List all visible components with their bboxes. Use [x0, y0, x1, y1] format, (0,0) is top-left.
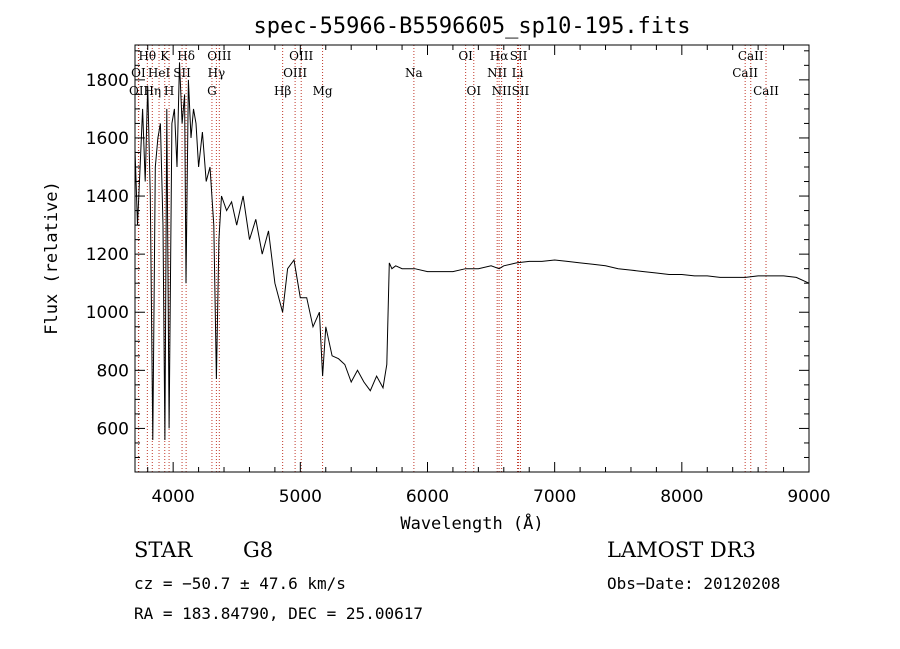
line-label: OIII — [289, 49, 313, 63]
line-label: H — [164, 84, 174, 98]
line-label: OII — [129, 84, 149, 98]
redshift-cz: cz = −50.7 ± 47.6 km/s — [134, 574, 346, 593]
x-tick-label: 8000 — [660, 487, 703, 507]
x-tick-label: 9000 — [787, 487, 830, 507]
line-label: Hα — [490, 49, 509, 63]
x-tick-label: 7000 — [533, 487, 576, 507]
line-label: SII — [173, 66, 191, 80]
line-label: SII — [510, 49, 528, 63]
line-label: HeI — [148, 66, 171, 80]
line-label: Hβ — [274, 84, 291, 98]
y-axis-ticks: 600 800 1000 1200 1400 1600 1800 — [86, 50, 809, 458]
line-label: Hδ — [177, 49, 195, 63]
line-label: OIII — [283, 66, 307, 80]
plot-frame — [134, 44, 810, 473]
y-tick-label: 1800 — [86, 71, 129, 91]
y-tick-label: 600 — [97, 419, 129, 439]
line-label: Hθ — [138, 49, 156, 63]
line-label: Hη — [143, 84, 161, 98]
y-tick-label: 1400 — [86, 187, 129, 207]
line-label: K — [160, 49, 170, 63]
spectrum-line — [134, 62, 810, 441]
line-label: SII — [512, 84, 530, 98]
observation-date: Obs−Date: 20120208 — [607, 574, 781, 593]
line-label: Mg — [313, 84, 333, 98]
line-label: OIII — [207, 49, 231, 63]
x-tick-label: 4000 — [152, 487, 195, 507]
x-tick-label: 5000 — [279, 487, 322, 507]
line-label: CaII — [732, 66, 758, 80]
line-label: CaII — [738, 49, 764, 63]
line-label: Hγ — [208, 66, 226, 80]
x-tick-label: 6000 — [406, 487, 449, 507]
object-subclass: G8 — [243, 538, 274, 562]
y-tick-label: 1600 — [86, 129, 129, 149]
line-label: Li — [512, 66, 524, 80]
line-label: Na — [405, 66, 423, 80]
line-label: OI — [458, 49, 473, 63]
y-axis-label: Flux (relative) — [42, 181, 62, 335]
x-axis-ticks: 4000 5000 6000 7000 8000 9000 — [147, 45, 831, 507]
y-tick-label: 1000 — [86, 303, 129, 323]
y-tick-label: 1200 — [86, 245, 129, 265]
line-label: G — [207, 84, 217, 98]
chart-title: spec-55966-B5596605_sp10-195.fits — [253, 14, 690, 39]
y-tick-label: 800 — [97, 361, 129, 381]
object-class: STAR — [134, 538, 193, 562]
line-label: OI — [131, 66, 146, 80]
line-label: CaII — [753, 84, 779, 98]
coordinates: RA = 183.84790, DEC = 25.00617 — [134, 604, 423, 623]
line-label: NII — [492, 84, 512, 98]
reference-lines — [137, 45, 767, 472]
line-label: NII — [487, 66, 507, 80]
survey-name: LAMOST DR3 — [607, 538, 756, 562]
x-axis-label: Wavelength (Å) — [400, 512, 543, 534]
line-label: OI — [466, 84, 481, 98]
